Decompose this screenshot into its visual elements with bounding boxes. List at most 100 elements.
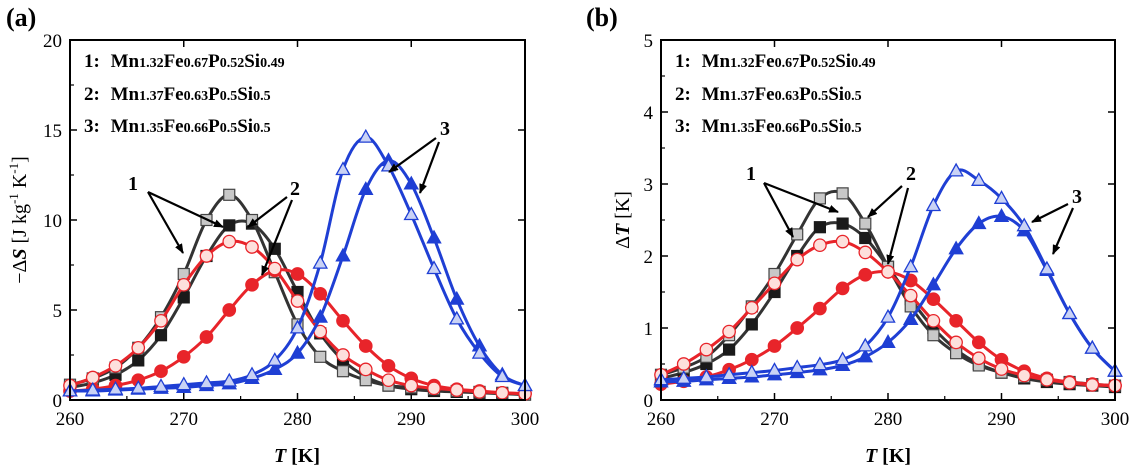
- legend-el: P: [208, 84, 220, 105]
- panel-a-data-point-circle: [176, 277, 191, 292]
- panel-b-series-line: [660, 221, 1116, 389]
- legend-el: Si: [237, 84, 253, 105]
- panel-b-series-1-open: [654, 187, 1122, 392]
- panel-b-data-point-circle: [722, 324, 736, 339]
- legend-sub: 0.52: [811, 56, 836, 71]
- panel-a-x-tick-label: 270: [170, 409, 199, 430]
- axis-italic: S: [9, 249, 31, 260]
- panel-b-data-point-square: [722, 343, 736, 356]
- legend-el: Fe: [755, 116, 775, 137]
- axis-sup: -1: [6, 193, 21, 204]
- panel-a-data-point-triangle: [221, 372, 238, 387]
- panel-b-data-point-triangle: [902, 311, 919, 325]
- panel-a-data-point-triangle: [403, 206, 420, 221]
- panel-b-data-point-circle: [858, 267, 873, 282]
- axis-sup: -1: [6, 163, 21, 174]
- legend-el: Mn: [111, 84, 140, 105]
- panel-b-data-point-triangle: [857, 348, 874, 363]
- panel-b-label: (b): [586, 3, 618, 32]
- axis-rest: [K]: [612, 191, 634, 224]
- legend-sub: 0.67: [775, 56, 800, 71]
- axis-rest: [J kg: [9, 204, 31, 248]
- panel-a-arrow-3a: [388, 137, 437, 173]
- panel-a-data-point-triangle: [130, 379, 147, 394]
- panel-b-data-point-triangle: [948, 240, 964, 255]
- panel-b-data-point-square: [859, 231, 872, 245]
- panel-b-annotation-1: 1: [746, 163, 756, 185]
- legend-sub: 0.5: [253, 121, 271, 136]
- panel-b-data-point-square: [904, 300, 917, 313]
- panel-a-x-tick-label: 300: [511, 409, 540, 430]
- panel-a-data-point-triangle: [266, 352, 283, 366]
- panel-b-data-point-circle: [813, 301, 827, 316]
- legend-sub: 0.5: [220, 121, 238, 136]
- panel-a-legend: 1: Mn1.32Fe0.67P0.52Si0.49 2: Mn1.37Fe0.…: [84, 51, 285, 137]
- legend-sub: 0.5: [220, 89, 238, 104]
- panel-a-legend-num-3: 3:: [84, 116, 100, 137]
- panel-b-arrow-3a: [1031, 203, 1069, 223]
- panel-a-data-point-triangle: [335, 161, 351, 176]
- panel-a-data-point-circle: [245, 240, 259, 254]
- panel-b-legend-formula-2: Mn1.37Fe0.63P0.5Si0.5: [702, 84, 862, 105]
- panel-b-legend-num-2: 2:: [675, 84, 691, 105]
- panel-a-y-tick-label: 20: [43, 31, 62, 52]
- panel-a-data-point-circle: [495, 385, 510, 400]
- panel-b-data-point-circle: [994, 362, 1009, 376]
- axis-end: ]: [9, 156, 31, 163]
- panel-a-series-2-open: [63, 234, 532, 401]
- panel-a-data-point-triangle: [289, 319, 306, 334]
- panel-b-y-tick-label: 2: [644, 247, 654, 268]
- panel-b-arrow-2b: [886, 187, 910, 265]
- panel-b-data-point-circle: [767, 339, 782, 353]
- panel-b-y-tick-label: 5: [644, 31, 654, 52]
- panel-b-x-tick-label: 290: [987, 409, 1016, 430]
- axis-italic: T: [612, 223, 634, 236]
- panel-a-data-point-circle: [290, 294, 305, 308]
- legend-el: Mn: [702, 51, 731, 72]
- panel-a-data-point-circle: [404, 378, 419, 393]
- panel-a-data-point-circle: [176, 349, 191, 364]
- panel-a-label: (a): [6, 3, 36, 32]
- legend-sub: 0.49: [260, 56, 285, 71]
- panel-b-y-axis-title: ΔT [K]: [612, 191, 634, 249]
- panel-b-legend-formula-1: Mn1.32Fe0.67P0.52Si0.49: [702, 51, 876, 72]
- legend-sub: 0.5: [253, 89, 271, 104]
- panel-b-legend-num-1: 1:: [675, 51, 691, 72]
- panel-a-arrow-2a: [247, 196, 288, 228]
- panel-b-y-tick-label: 4: [644, 103, 654, 124]
- panel-a-data-point-triangle: [84, 381, 101, 396]
- panel-a-data-point-square: [359, 374, 372, 387]
- panel-a-data-point-circle: [358, 339, 373, 353]
- panel-b-data-point-circle: [790, 321, 805, 335]
- legend-sub: 1.32: [730, 56, 755, 71]
- legend-el: Fe: [755, 51, 775, 72]
- panel-a-data-point-circle: [381, 373, 396, 388]
- legend-sub: 0.63: [775, 89, 800, 104]
- panel-a-data-point-triangle: [198, 374, 215, 389]
- panel-b-x-tick-label: 300: [1101, 409, 1130, 430]
- panel-b-x-axis-title: T [K]: [865, 445, 911, 467]
- panel-a-plot-frame: [69, 39, 526, 401]
- panel-a-legend-item-2: 2: Mn1.37Fe0.63P0.5Si0.5: [84, 84, 271, 105]
- panel-b-data-point-square: [836, 217, 849, 230]
- legend-sub: 1.35: [730, 121, 755, 136]
- panel-a-annotation-1: 1: [128, 173, 138, 195]
- panel-a-series-3-open: [62, 128, 533, 397]
- panel-b-series-line: [660, 214, 1117, 384]
- panel-b-data-point-triangle: [721, 366, 737, 381]
- legend-el: Si: [237, 116, 253, 137]
- axis-prefix: Δ: [612, 236, 634, 249]
- legend-el: Mn: [111, 116, 140, 137]
- panel-a-annotation-3: 3: [440, 118, 450, 140]
- panel-a-data-point-circle: [427, 381, 441, 396]
- legend-sub: 0.66: [775, 121, 800, 136]
- panel-a-x-tick-label: 290: [397, 409, 426, 430]
- panel-a-data-point-square: [223, 188, 236, 201]
- panel-b-x-tick-label: 260: [647, 409, 676, 430]
- panel-b-data-point-triangle: [812, 356, 828, 371]
- panel-b-arrow-2a: [867, 185, 903, 218]
- panel-b-annotations: 1 2 3: [746, 163, 1082, 265]
- axis-mid: K: [9, 173, 31, 193]
- panel-b-x-tick-label: 280: [874, 409, 903, 430]
